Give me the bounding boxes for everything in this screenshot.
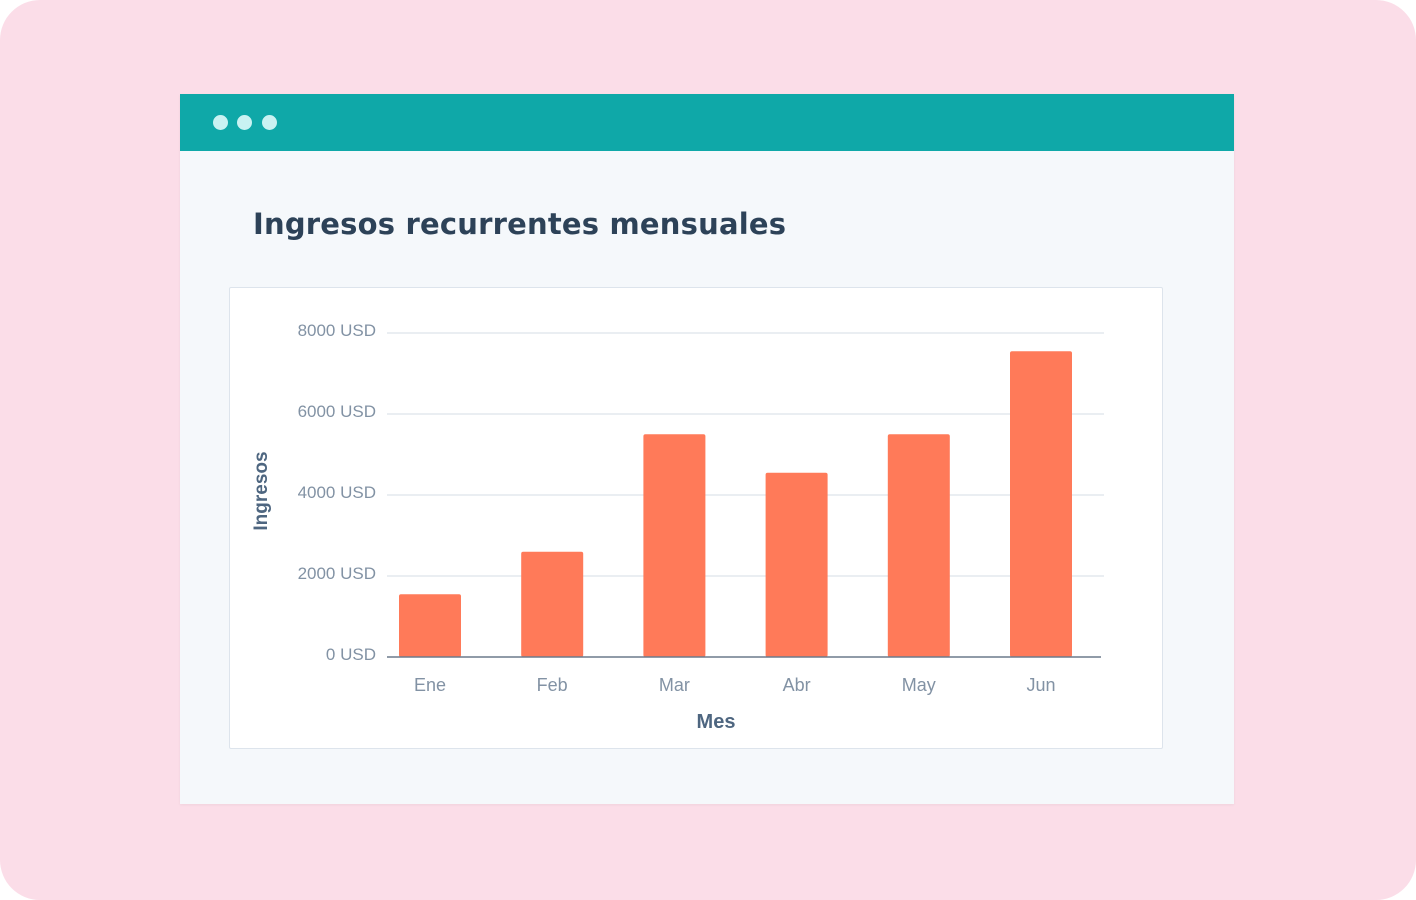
y-tick-label: 4000 USD bbox=[298, 483, 376, 502]
y-tick-label: 6000 USD bbox=[298, 402, 376, 421]
y-tick-label: 2000 USD bbox=[298, 564, 376, 583]
x-tick-label: Jun bbox=[1026, 675, 1055, 695]
window-dot-icon bbox=[213, 115, 228, 130]
y-axis-ticks: 0 USD 2000 USD 4000 USD 6000 USD 8000 USD bbox=[298, 321, 376, 664]
bar-may bbox=[887, 434, 950, 657]
bar-ene bbox=[399, 594, 461, 657]
y-axis-label: Ingresos bbox=[251, 451, 272, 530]
x-axis-ticks: Ene Feb Mar Abr May Jun bbox=[414, 675, 1056, 695]
bars bbox=[399, 351, 1072, 657]
window-dot-icon bbox=[262, 115, 277, 130]
bar-jun bbox=[1010, 351, 1072, 657]
gridlines bbox=[387, 332, 1104, 577]
chart-card: 0 USD 2000 USD 4000 USD 6000 USD 8000 USD En… bbox=[229, 287, 1163, 749]
x-tick-label: Feb bbox=[537, 675, 568, 695]
bar-abr bbox=[765, 472, 828, 657]
x-tick-label: Abr bbox=[783, 675, 811, 695]
x-tick-label: Mar bbox=[659, 675, 690, 695]
x-tick-label: Ene bbox=[414, 675, 446, 695]
bar-feb bbox=[521, 551, 584, 657]
browser-window: Ingresos recurrentes mensuales 0 USD 2000… bbox=[180, 94, 1234, 804]
window-titlebar bbox=[180, 94, 1234, 151]
x-axis-label: Mes bbox=[697, 711, 736, 733]
window-dot-icon bbox=[237, 115, 252, 130]
x-tick-label: May bbox=[902, 675, 936, 695]
page-title: Ingresos recurrentes mensuales bbox=[253, 207, 787, 241]
y-tick-label: 0 USD bbox=[326, 645, 376, 664]
y-tick-label: 8000 USD bbox=[298, 321, 376, 340]
bar-mar bbox=[643, 434, 706, 657]
bar-chart: 0 USD 2000 USD 4000 USD 6000 USD 8000 USD En… bbox=[251, 321, 1104, 733]
